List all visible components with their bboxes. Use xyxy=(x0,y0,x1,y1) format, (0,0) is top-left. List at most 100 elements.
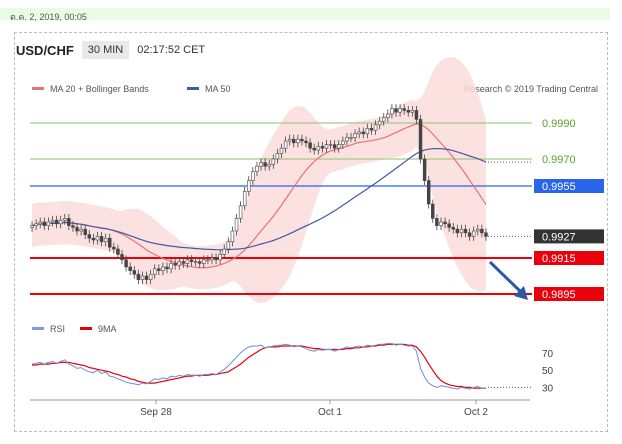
candle-body xyxy=(402,108,406,111)
candle-body xyxy=(410,110,415,113)
candle-body xyxy=(292,138,296,144)
candle-body xyxy=(279,147,284,154)
forecast-arrow-head xyxy=(514,286,528,300)
current-price-label: 0.9927 xyxy=(542,231,576,243)
currency-pair: USD/CHF xyxy=(16,42,74,58)
current-price-tag xyxy=(534,229,604,244)
x-tick-label: Oct 1 xyxy=(318,407,342,418)
candle-body xyxy=(152,268,157,275)
candle-body xyxy=(144,275,149,280)
candle-body xyxy=(308,142,312,149)
candle-body xyxy=(30,225,34,228)
candle-body xyxy=(480,228,484,234)
candle-body xyxy=(234,218,239,232)
candle-body xyxy=(455,228,460,234)
candle-body xyxy=(324,144,329,149)
candle-body xyxy=(58,219,63,225)
candle-body xyxy=(34,223,38,226)
candle-body xyxy=(349,137,353,139)
candle-body xyxy=(476,228,480,232)
candle-body xyxy=(71,225,75,228)
level-label-2: 0.9955 xyxy=(542,181,576,193)
candle-body xyxy=(439,221,443,226)
candle-body xyxy=(451,227,455,230)
candle-body xyxy=(214,257,218,261)
candle-body xyxy=(165,266,169,270)
rsi-tick-70: 70 xyxy=(542,349,554,360)
candle-body xyxy=(341,140,345,145)
research-credit: Research © 2019 Trading Central xyxy=(464,84,598,94)
candle-body xyxy=(193,261,198,263)
candle-body xyxy=(471,230,476,237)
candle-body xyxy=(247,180,251,192)
candle-body xyxy=(337,144,341,149)
candle-body xyxy=(386,113,390,118)
candle-body xyxy=(275,153,280,160)
candle-body xyxy=(414,110,419,120)
candle-body xyxy=(259,162,263,167)
candle-body xyxy=(95,236,100,241)
candle-body xyxy=(38,221,42,225)
candle-body xyxy=(357,131,361,135)
candle-body xyxy=(112,246,116,250)
rsi-tick-30: 30 xyxy=(542,383,554,394)
candle-body xyxy=(263,162,267,167)
candle-body xyxy=(377,120,382,126)
candle-body xyxy=(103,237,108,243)
candle-body xyxy=(120,254,124,261)
candle-body xyxy=(128,266,132,271)
ma20-legend-label: MA 20 + Bollinger Bands xyxy=(50,84,149,94)
rsi-ma-line xyxy=(32,343,486,389)
candle-body xyxy=(361,131,366,135)
candle-body xyxy=(242,191,247,207)
candle-body xyxy=(447,223,451,228)
candle-body xyxy=(312,147,316,151)
level-tag-2 xyxy=(534,179,604,193)
candle-body xyxy=(230,230,235,243)
candle-body xyxy=(328,144,333,146)
bollinger-band-area xyxy=(32,57,486,304)
candle-body xyxy=(140,275,145,280)
candle-body xyxy=(353,133,357,138)
candle-body xyxy=(296,138,300,144)
candle-body xyxy=(422,158,427,181)
rsi-ma-legend-swatch xyxy=(80,327,92,330)
candle-body xyxy=(46,221,51,226)
rsi-legend-label: RSI xyxy=(50,324,65,334)
rsi-ma-legend-label: 9MA xyxy=(98,324,117,334)
candle-body xyxy=(124,259,128,268)
candle-body xyxy=(435,218,439,226)
candle-body xyxy=(369,128,374,131)
candle-body xyxy=(42,221,47,226)
rsi-tick-50: 50 xyxy=(542,366,554,377)
candle-body xyxy=(87,234,92,239)
ma50-legend-label: MA 50 xyxy=(205,84,231,94)
level-label-1: 0.9970 xyxy=(542,154,576,166)
candle-body xyxy=(116,248,120,255)
candle-body xyxy=(108,237,112,248)
candle-body xyxy=(238,205,243,219)
candle-body xyxy=(381,117,386,122)
candle-body xyxy=(463,228,468,234)
candle-body xyxy=(406,110,410,113)
candle-body xyxy=(418,119,423,160)
candle-body xyxy=(54,219,59,225)
candle-body xyxy=(484,232,488,237)
candle-body xyxy=(443,221,447,225)
rsi-legend-swatch xyxy=(32,327,44,330)
chart-header: USD/CHF 30 MIN 02:17:52 CET xyxy=(16,40,205,60)
candle-body xyxy=(390,108,394,115)
candle-body xyxy=(206,259,210,262)
candle-body xyxy=(189,259,194,262)
candle-body xyxy=(99,236,104,243)
candle-body xyxy=(251,171,255,181)
candle-body xyxy=(75,227,79,232)
candle-body xyxy=(459,228,464,234)
candle-body xyxy=(467,232,472,237)
level-tag-4 xyxy=(534,251,604,265)
candle-body xyxy=(210,257,214,261)
interval-badge[interactable]: 30 MIN xyxy=(81,41,130,59)
candle-body xyxy=(202,259,206,264)
candle-body xyxy=(148,273,153,280)
candle-body xyxy=(169,263,173,270)
